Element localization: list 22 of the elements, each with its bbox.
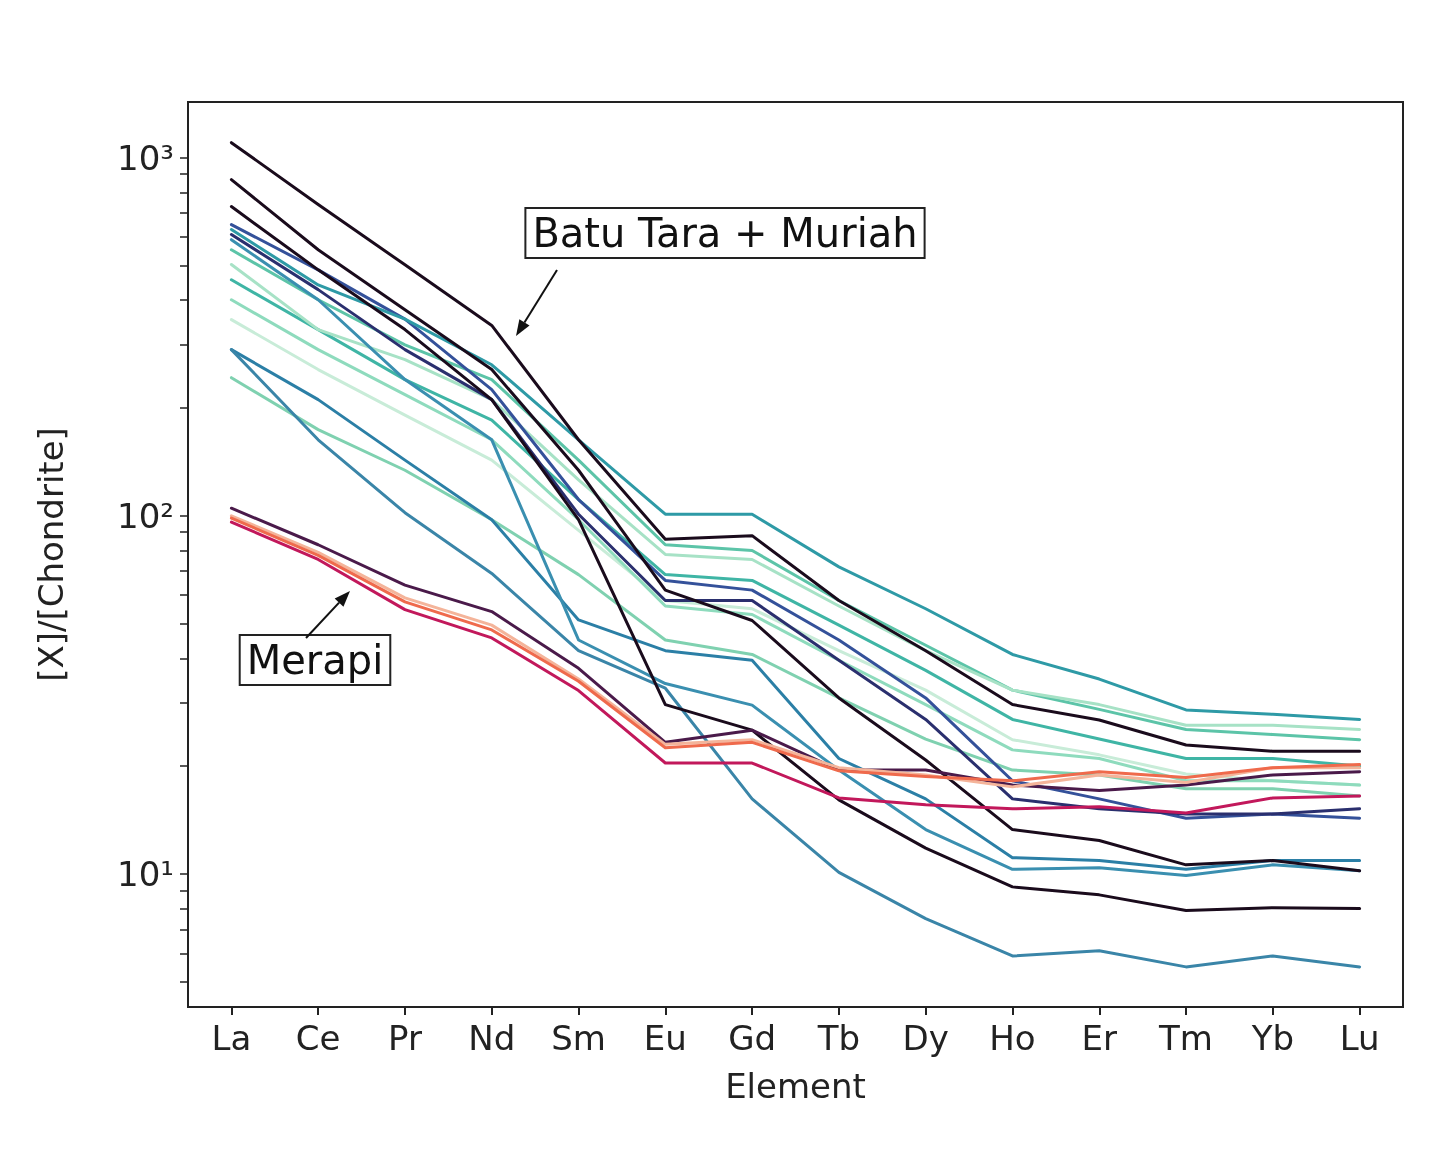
x-tick-label: Nd bbox=[468, 1018, 516, 1058]
x-tick-label: Gd bbox=[728, 1018, 777, 1058]
x-tick-label: Sm bbox=[551, 1018, 606, 1058]
y-tick-label: 10³ bbox=[117, 137, 174, 178]
x-tick-label: La bbox=[211, 1018, 252, 1058]
line-series bbox=[229, 141, 1362, 753]
y-tick-label: 10² bbox=[117, 495, 174, 536]
x-tick-label: Ce bbox=[295, 1018, 341, 1058]
x-tick-label: Tb bbox=[816, 1018, 861, 1058]
x-tick-label: Lu bbox=[1339, 1018, 1380, 1058]
x-tick-label: Dy bbox=[902, 1018, 949, 1058]
x-tick-label: Pr bbox=[388, 1018, 422, 1058]
x-tick-label: Eu bbox=[643, 1018, 687, 1058]
x-tick-label: Er bbox=[1081, 1018, 1117, 1058]
x-tick-label: Ho bbox=[989, 1018, 1036, 1058]
y-axis-title: [X]/[Chondrite] bbox=[31, 427, 71, 682]
x-tick-label: Tm bbox=[1158, 1018, 1213, 1058]
y-tick-label: 10¹ bbox=[117, 853, 174, 894]
x-tick-label: Yb bbox=[1250, 1018, 1294, 1058]
x-axis-title: Element bbox=[725, 1066, 866, 1106]
annotation: Batu Tara + Muriah bbox=[532, 210, 918, 256]
annotation: Merapi bbox=[246, 637, 384, 683]
